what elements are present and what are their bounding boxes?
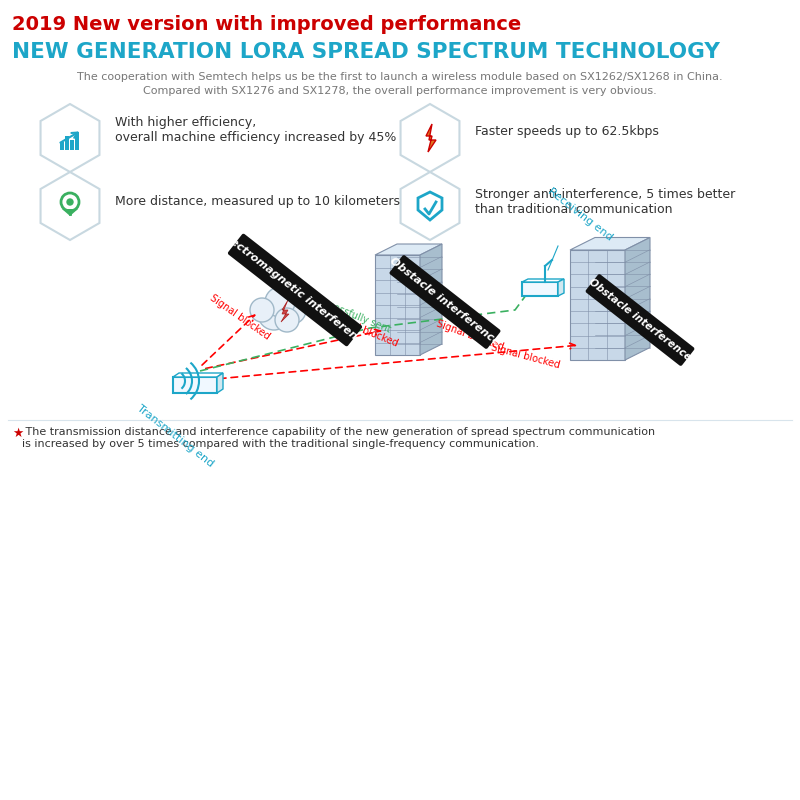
Polygon shape	[401, 104, 459, 172]
Text: Stronger anti-interference, 5 times better
than traditional communication: Stronger anti-interference, 5 times bett…	[475, 188, 735, 216]
Bar	[70, 140, 74, 150]
Circle shape	[258, 298, 290, 330]
Text: ★: ★	[12, 427, 23, 440]
Circle shape	[67, 199, 73, 205]
Text: Compared with SX1276 and SX1278, the overall performance improvement is very obv: Compared with SX1276 and SX1278, the ove…	[143, 86, 657, 96]
Polygon shape	[173, 373, 223, 377]
Polygon shape	[62, 209, 78, 216]
Text: Signal blocked: Signal blocked	[490, 342, 561, 370]
Polygon shape	[558, 279, 564, 296]
Polygon shape	[401, 172, 459, 240]
Polygon shape	[41, 172, 99, 240]
Text: Signal blocked: Signal blocked	[435, 318, 505, 352]
FancyBboxPatch shape	[228, 234, 362, 346]
Text: Signal blocked: Signal blocked	[330, 314, 399, 349]
Text: With higher efficiency,
overall machine efficiency increased by 45%: With higher efficiency, overall machine …	[115, 116, 396, 144]
Text: The cooperation with Semtech helps us be the first to launch a wireless module b: The cooperation with Semtech helps us be…	[77, 72, 723, 82]
Text: Receiving end: Receiving end	[546, 186, 614, 243]
Polygon shape	[426, 124, 436, 152]
Text: Transmitting end: Transmitting end	[134, 403, 215, 469]
Polygon shape	[420, 244, 442, 355]
Circle shape	[275, 308, 299, 332]
Text: 2019 New version with improved performance: 2019 New version with improved performan…	[12, 15, 522, 34]
Bar	[65, 136, 69, 150]
Polygon shape	[217, 373, 223, 393]
Text: NEW GENERATION LORA SPREAD SPECTRUM TECHNOLOGY: NEW GENERATION LORA SPREAD SPECTRUM TECH…	[12, 42, 720, 62]
Text: Obstacle interference: Obstacle interference	[587, 277, 693, 363]
Text: More distance, measured up to 10 kilometers: More distance, measured up to 10 kilomet…	[115, 195, 400, 209]
Text: Obstacle interference: Obstacle interference	[388, 256, 502, 348]
Text: Signal blocked: Signal blocked	[208, 294, 272, 342]
FancyBboxPatch shape	[390, 255, 501, 349]
Text: Faster speeds up to 62.5kbps: Faster speeds up to 62.5kbps	[475, 126, 659, 138]
Bar	[173, 377, 217, 393]
Bar	[75, 132, 79, 150]
Circle shape	[265, 287, 295, 317]
Polygon shape	[570, 238, 650, 250]
Bar	[60, 142, 64, 150]
Polygon shape	[625, 238, 650, 360]
Polygon shape	[41, 104, 99, 172]
Polygon shape	[281, 300, 289, 322]
Polygon shape	[375, 244, 442, 255]
FancyBboxPatch shape	[586, 274, 694, 366]
Bar	[522, 282, 558, 296]
Polygon shape	[375, 255, 420, 355]
Text: Electromagnetic interference: Electromagnetic interference	[219, 230, 370, 350]
Polygon shape	[570, 250, 625, 360]
Polygon shape	[522, 279, 564, 282]
Text: The transmission distance and interference capability of the new generation of s: The transmission distance and interferen…	[22, 427, 655, 449]
Circle shape	[250, 298, 274, 322]
Text: Successfully sent: Successfully sent	[310, 294, 392, 335]
Circle shape	[278, 296, 306, 324]
